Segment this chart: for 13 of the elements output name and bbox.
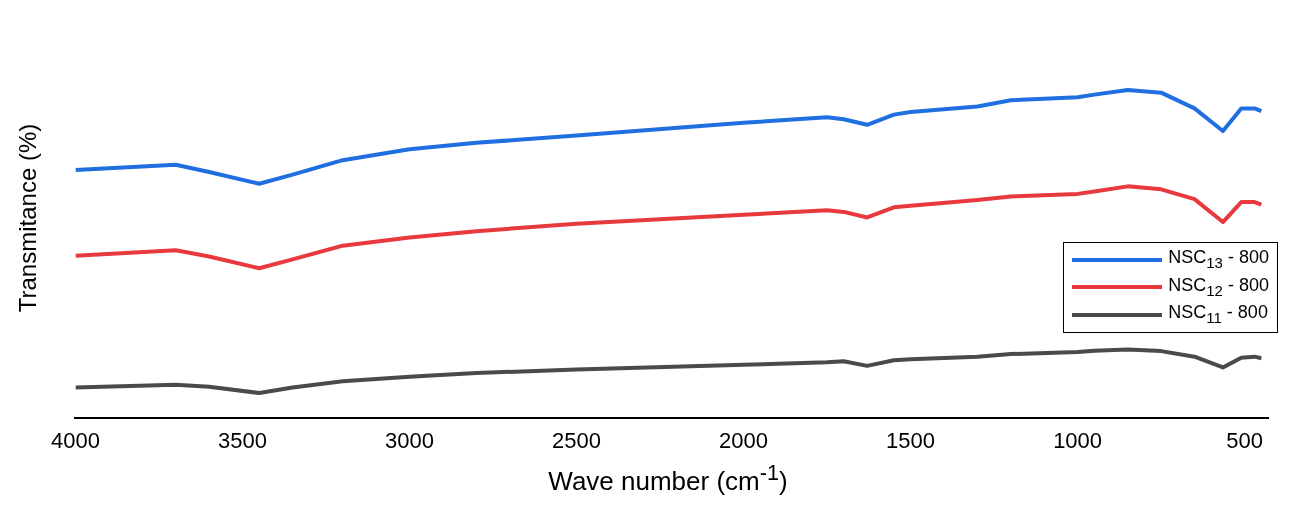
x-tick-label: 500: [1226, 427, 1263, 453]
x-tick-label: 3500: [218, 427, 267, 453]
x-tick-label: 1000: [1053, 427, 1103, 453]
x-tick-label: 1500: [886, 427, 936, 453]
legend-label: NSC$_{11}$ - 800: [1168, 301, 1268, 328]
x-tick-label: 4000: [50, 427, 100, 453]
legend-label: NSC$_{12}$ - 800: [1168, 273, 1269, 301]
x-tick-label: 3000: [385, 427, 434, 453]
legend-label: NSC$_{13}$ - 800: [1168, 246, 1269, 273]
x-axis-title: Wave number (cm$^{-1}$): [547, 460, 789, 497]
x-tick-label: 2500: [552, 427, 602, 453]
x-tick-label: 2000: [719, 427, 769, 453]
y-axis-title: Transmitance (%): [14, 123, 42, 313]
